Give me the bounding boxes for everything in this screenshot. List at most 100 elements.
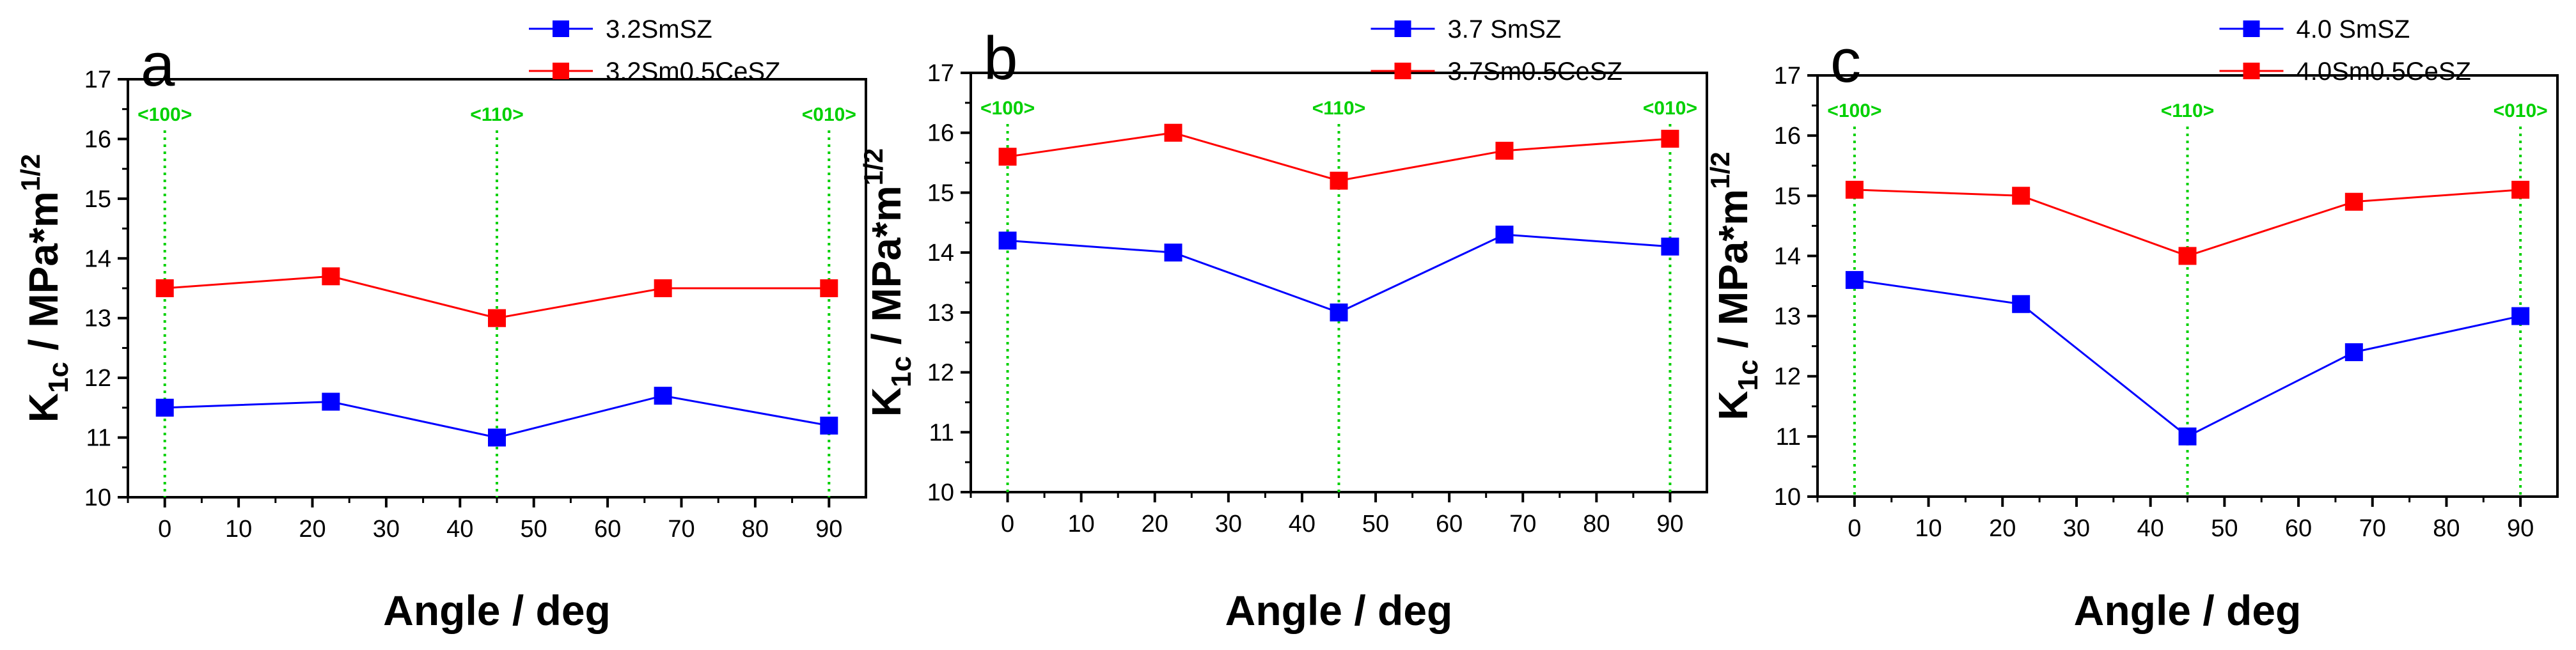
data-point xyxy=(2344,192,2363,211)
x-tick-label: 90 xyxy=(815,516,842,543)
data-point xyxy=(1845,271,1864,290)
x-tick-label: 50 xyxy=(521,516,547,543)
y-label-superscript: 1/2 xyxy=(1705,151,1735,189)
panel-c: 10 11 12 13 14 15 16 17 0 10 20 30 40 50 60 70 80 90 <100>… xyxy=(1705,15,2559,634)
x-tick-label: 50 xyxy=(1362,511,1389,538)
x-tick-label: 20 xyxy=(1989,515,2016,542)
y-tick-label: 17 xyxy=(84,66,111,93)
y-axis-label: K1c / MPa*m1/2 xyxy=(1705,151,1764,420)
direction-label: <010> xyxy=(802,104,856,125)
x-tick-label: 70 xyxy=(1509,511,1536,538)
legend-marker xyxy=(553,20,569,37)
y-tick-label: 11 xyxy=(86,425,111,452)
legend-marker xyxy=(1394,20,1411,37)
y-tick-label: 10 xyxy=(1774,484,1801,511)
panel-letter: c xyxy=(1830,27,1861,95)
y-tick-label: 14 xyxy=(1774,243,1801,270)
data-point xyxy=(2178,247,2197,265)
y-tick-label: 15 xyxy=(1774,183,1801,210)
x-axis-label: Angle / deg xyxy=(383,587,611,634)
data-point xyxy=(654,387,672,405)
legend-marker xyxy=(1394,63,1411,79)
data-point xyxy=(322,267,340,286)
series-line xyxy=(1854,189,2521,258)
data-point xyxy=(488,309,506,327)
x-tick-label: 60 xyxy=(2285,515,2312,542)
data-point xyxy=(2012,187,2030,205)
x-tick-label: 80 xyxy=(742,516,769,543)
direction-label: <100> xyxy=(1827,100,1881,121)
legend-marker xyxy=(553,63,569,79)
data-point xyxy=(488,428,506,447)
legend-entry: 3.7 SmSZ xyxy=(1448,15,1562,43)
x-tick-label: 30 xyxy=(373,516,400,543)
legend-entry: 3.2SmSZ xyxy=(606,15,712,43)
x-tick-label: 10 xyxy=(1068,511,1095,538)
x-axis-label: Angle / deg xyxy=(2074,587,2302,634)
plot-frame xyxy=(970,72,1708,493)
y-tick-label: 17 xyxy=(927,60,954,87)
data-point xyxy=(998,231,1017,250)
x-tick-label: 0 xyxy=(158,516,171,543)
data-point xyxy=(1495,141,1514,160)
x-tick-label: 0 xyxy=(1001,511,1014,538)
x-tick-label: 60 xyxy=(1436,511,1463,538)
x-tick-label: 90 xyxy=(1656,511,1683,538)
y-tick-label: 11 xyxy=(929,419,954,446)
x-tick-label: 30 xyxy=(1215,511,1242,538)
data-point xyxy=(2012,295,2030,313)
data-point xyxy=(820,416,838,435)
panel-letter: b xyxy=(984,24,1017,93)
y-tick-label: 14 xyxy=(84,245,111,272)
panel-b: 10 11 12 13 14 15 16 17 0 10 20 30 40 50 60 70 80 90 <100>… xyxy=(858,15,1708,634)
data-point xyxy=(155,279,174,297)
y-tick-label: 13 xyxy=(1774,304,1801,330)
data-point xyxy=(322,392,340,411)
y-tick-label: 15 xyxy=(84,186,111,213)
y-label-subscript: 1c xyxy=(886,356,917,387)
y-label-units: / MPa*m xyxy=(20,191,67,362)
data-point xyxy=(1661,130,1679,148)
legend-entry: 3.7Sm0.5CeSZ xyxy=(1448,58,1622,86)
y-tick-label: 13 xyxy=(84,306,111,332)
y-axis-label: K1c / MPa*m1/2 xyxy=(15,154,74,422)
y-tick-label: 16 xyxy=(927,120,954,147)
y-tick-label: 12 xyxy=(84,365,111,392)
x-tick-label: 10 xyxy=(1915,515,1942,542)
x-tick-label: 20 xyxy=(1142,511,1168,538)
panel-letter: a xyxy=(141,31,175,99)
data-point xyxy=(1495,226,1514,244)
x-tick-label: 40 xyxy=(1289,511,1315,538)
data-point xyxy=(820,279,838,297)
data-point xyxy=(1845,180,1864,199)
data-point xyxy=(1164,123,1182,142)
x-tick-label: 30 xyxy=(2063,515,2090,542)
legend-entry: 4.0 SmSZ xyxy=(2297,15,2410,43)
x-tick-label: 40 xyxy=(446,516,473,543)
data-point xyxy=(2511,180,2530,199)
x-tick-label: 0 xyxy=(1848,515,1861,542)
data-point xyxy=(654,279,672,297)
y-tick-label: 11 xyxy=(1776,424,1801,451)
data-point xyxy=(1330,303,1348,321)
y-label-subscript: 1c xyxy=(43,362,74,393)
data-point xyxy=(1661,237,1679,256)
x-tick-label: 70 xyxy=(668,516,695,543)
y-label-main: K xyxy=(20,393,67,422)
legend-marker xyxy=(2243,20,2260,37)
y-axis-label: K1c / MPa*m1/2 xyxy=(858,148,917,417)
x-tick-label: 60 xyxy=(594,516,621,543)
legend-entry: 4.0Sm0.5CeSZ xyxy=(2297,58,2471,86)
y-tick-label: 10 xyxy=(927,479,954,506)
y-tick-label: 17 xyxy=(1774,63,1801,89)
data-point xyxy=(1164,244,1182,262)
x-axis-label: Angle / deg xyxy=(1225,587,1453,634)
data-point xyxy=(2344,343,2363,362)
x-tick-label: 10 xyxy=(225,516,252,543)
direction-label: <110> xyxy=(470,104,523,125)
x-tick-label: 20 xyxy=(299,516,326,543)
y-tick-label: 13 xyxy=(927,300,954,327)
y-label-units: / MPa*m xyxy=(1710,189,1756,360)
y-label-units: / MPa*m xyxy=(863,185,909,356)
